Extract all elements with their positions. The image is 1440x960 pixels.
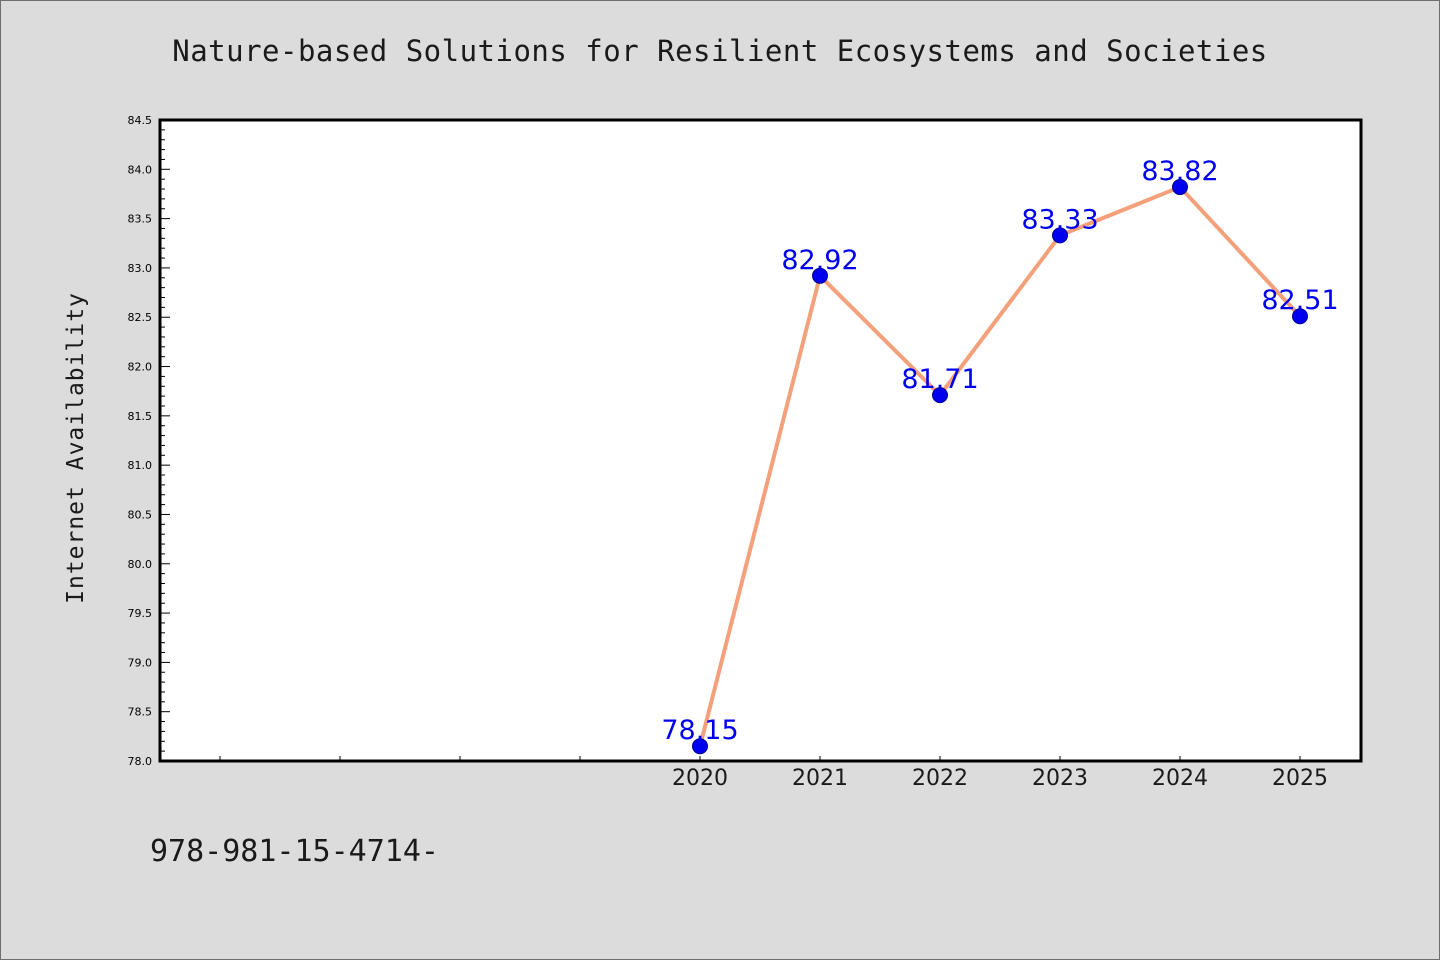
y-tick-label: 81.5 — [128, 410, 153, 423]
data-label: 78.15 — [661, 715, 738, 746]
data-point — [1172, 179, 1188, 196]
x-tick-label: 2020 — [672, 766, 728, 791]
data-point — [692, 738, 708, 755]
plot-area — [160, 120, 1361, 761]
footer-code: 978-981-15-4714- — [150, 834, 439, 869]
data-label: 83.82 — [1141, 156, 1218, 187]
data-point — [1052, 227, 1068, 244]
x-tick-label: 2024 — [1152, 766, 1208, 791]
data-label: 82.51 — [1261, 285, 1338, 316]
chart-title: Nature-based Solutions for Resilient Eco… — [172, 34, 1268, 68]
y-tick-label: 79.0 — [128, 656, 153, 669]
x-tick-label: 2021 — [792, 766, 848, 791]
y-tick-label: 83.0 — [128, 262, 153, 275]
x-tick-label: 2023 — [1032, 766, 1088, 791]
y-tick-label: 80.0 — [128, 558, 153, 571]
plot-border — [158, 118, 1363, 763]
data-label: 82.92 — [781, 245, 858, 276]
y-tick-label: 83.5 — [128, 213, 153, 226]
data-point — [1292, 308, 1308, 325]
data-label: 83.33 — [1021, 204, 1098, 235]
y-axis-ticks: 78.0 78.5 79.0 79.5 80.0 80.5 81.0 81.5 82.0 82.5… — [128, 114, 170, 768]
series-layer: 78.15 82.92 81.71 83.33 83.82 82.51 — [661, 156, 1339, 755]
y-tick-label: 82.5 — [128, 311, 153, 324]
y-tick-label: 82.0 — [128, 361, 153, 374]
data-point — [932, 387, 948, 404]
series-line — [698, 185, 1302, 749]
x-tick-label: 2022 — [912, 766, 968, 791]
data-point — [812, 267, 828, 284]
y-tick-label: 84.0 — [128, 163, 153, 176]
data-label: 81.71 — [901, 364, 978, 395]
y-tick-label: 81.0 — [128, 459, 153, 472]
y-tick-label: 78.5 — [128, 706, 153, 719]
x-tick-label: 2025 — [1272, 766, 1328, 791]
y-tick-label: 84.5 — [128, 114, 153, 127]
y-tick-label: 78.0 — [128, 755, 153, 768]
y-tick-label: 79.5 — [128, 607, 153, 620]
x-axis-ticks: 2020 2021 2022 2023 2024 2025 — [219, 756, 1328, 791]
y-tick-label: 80.5 — [128, 508, 153, 521]
